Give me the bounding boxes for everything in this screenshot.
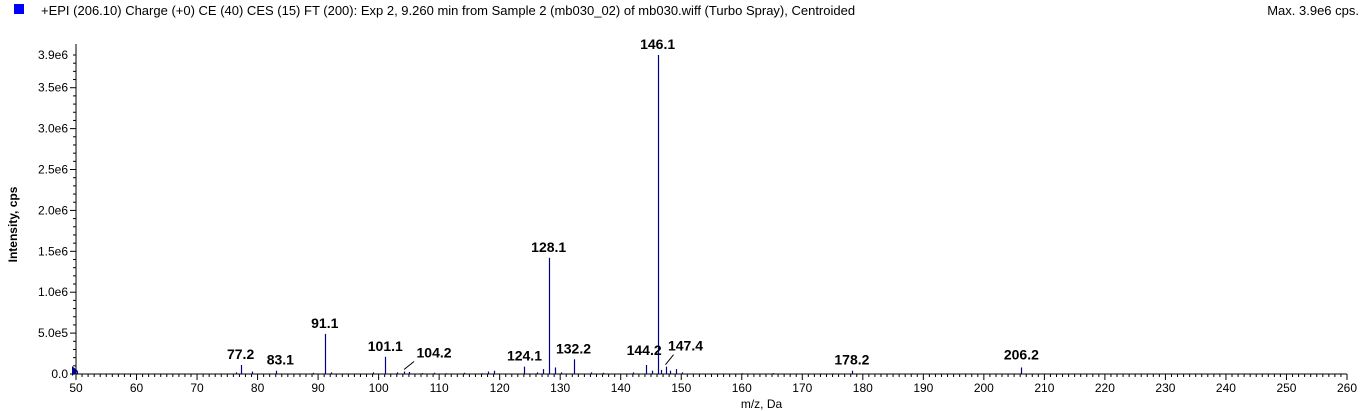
x-tick-label: 50 xyxy=(69,381,83,395)
x-tick-label: 190 xyxy=(913,381,933,395)
y-tick-label: 5.0e5 xyxy=(38,326,68,340)
axes: 50 60 70 80 90 100 110 120 130 140 150 160 170 180 190… xyxy=(38,44,1357,395)
peak-label: 104.2 xyxy=(417,345,452,361)
x-tick-label: 130 xyxy=(550,381,570,395)
peak-label: 83.1 xyxy=(267,352,294,368)
y-tick-label: 0.0 xyxy=(51,367,68,381)
peak-label: 206.2 xyxy=(1004,346,1039,362)
x-tick-label: 250 xyxy=(1276,381,1296,395)
x-tick-label: 80 xyxy=(251,381,265,395)
x-tick-label: 60 xyxy=(130,381,144,395)
max-intensity-label: Max. 3.9e6 cps. xyxy=(1267,3,1359,18)
x-tick-label: 70 xyxy=(190,381,204,395)
peak-label: 91.1 xyxy=(311,315,338,331)
y-tick-label: 3.0e6 xyxy=(38,122,68,136)
peak-label: 147.4 xyxy=(668,338,703,354)
x-tick-label: 160 xyxy=(732,381,752,395)
y-tick-label: 1.5e6 xyxy=(38,244,68,258)
peak-label: 77.2 xyxy=(227,346,254,362)
x-tick-label: 110 xyxy=(430,381,449,395)
y-tick-label: 2.0e6 xyxy=(38,203,68,217)
peak-label: 124.1 xyxy=(507,348,542,364)
x-tick-label: 90 xyxy=(311,381,325,395)
y-tick-label: 1.0e6 xyxy=(38,285,68,299)
y-tick-label: 3.9e6 xyxy=(38,48,68,62)
x-tick-label: 100 xyxy=(369,381,389,395)
x-tick-label: 120 xyxy=(490,381,510,395)
peak-labels: 77.2 83.1 91.1 101.1 104.2 124.1 128.1 132.2 144… xyxy=(227,36,1039,370)
peak-label-leader xyxy=(665,354,674,365)
series-legend-swatch xyxy=(14,4,24,14)
x-tick-label: 230 xyxy=(1155,381,1175,395)
x-tick-label: 170 xyxy=(792,381,812,395)
x-tick-label: 140 xyxy=(611,381,631,395)
peak-label: 146.1 xyxy=(640,36,675,52)
y-tick-label: 3.5e6 xyxy=(38,81,68,95)
x-tick-label: 220 xyxy=(1095,381,1115,395)
peak-label: 128.1 xyxy=(531,239,566,255)
chart-header: +EPI (206.10) Charge (+0) CE (40) CES (1… xyxy=(0,0,1361,22)
peak-label: 178.2 xyxy=(834,352,869,368)
peak-series xyxy=(76,55,1023,374)
y-axis-title: Intensity, cps xyxy=(6,186,20,262)
x-axis-title: m/z, Da xyxy=(741,397,783,411)
x-tick-label: 240 xyxy=(1216,381,1236,395)
peak-label-leader xyxy=(403,361,415,370)
x-tick-label: 150 xyxy=(671,381,691,395)
x-tick-label: 210 xyxy=(1034,381,1054,395)
origin-marker xyxy=(72,366,78,376)
x-tick-label: 180 xyxy=(853,381,873,395)
peak-label: 101.1 xyxy=(368,338,403,354)
x-tick-label: 260 xyxy=(1337,381,1357,395)
peak-label: 144.2 xyxy=(627,342,662,358)
x-tick-label: 200 xyxy=(974,381,994,395)
y-tick-label: 2.5e6 xyxy=(38,163,68,177)
spectrum-title: +EPI (206.10) Charge (+0) CE (40) CES (1… xyxy=(41,3,856,18)
peak-label: 132.2 xyxy=(556,340,591,356)
